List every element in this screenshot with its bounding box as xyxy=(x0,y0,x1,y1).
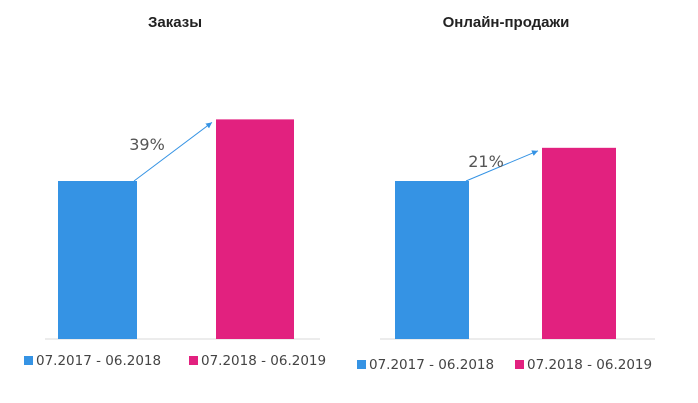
orders-chart: Заказы 39% 07.2017 - 06.2018 07.2018 - 0… xyxy=(24,14,326,369)
online-sales-bar-2017-2018 xyxy=(395,181,469,339)
online-sales-legend: 07.2017 - 06.2018 07.2018 - 06.2019 xyxy=(357,357,652,373)
orders-legend: 07.2017 - 06.2018 07.2018 - 06.2019 xyxy=(24,353,326,369)
online-sales-legend-swatch-2017-2018 xyxy=(357,360,366,369)
online-sales-growth-label: 21% xyxy=(468,152,504,171)
orders-chart-title: Заказы xyxy=(148,14,202,31)
orders-growth-label: 39% xyxy=(129,135,165,154)
orders-legend-swatch-2018-2019 xyxy=(189,356,198,365)
orders-legend-label-2018-2019: 07.2018 - 06.2019 xyxy=(201,353,326,369)
online-sales-bar-2018-2019 xyxy=(542,147,616,339)
orders-legend-label-2017-2018: 07.2017 - 06.2018 xyxy=(36,353,161,369)
orders-bar-2018-2019 xyxy=(216,119,294,339)
online-sales-chart: Онлайн-продажи 21% 07.2017 - 06.2018 07.… xyxy=(357,14,655,373)
orders-bar-2017-2018 xyxy=(58,181,137,339)
online-sales-legend-swatch-2018-2019 xyxy=(515,360,524,369)
online-sales-chart-title: Онлайн-продажи xyxy=(443,14,570,31)
online-sales-legend-label-2017-2018: 07.2017 - 06.2018 xyxy=(369,357,494,373)
online-sales-growth-arrow xyxy=(465,150,539,182)
orders-growth-arrow xyxy=(133,121,213,182)
orders-legend-swatch-2017-2018 xyxy=(24,356,33,365)
online-sales-legend-label-2018-2019: 07.2018 - 06.2019 xyxy=(527,357,652,373)
